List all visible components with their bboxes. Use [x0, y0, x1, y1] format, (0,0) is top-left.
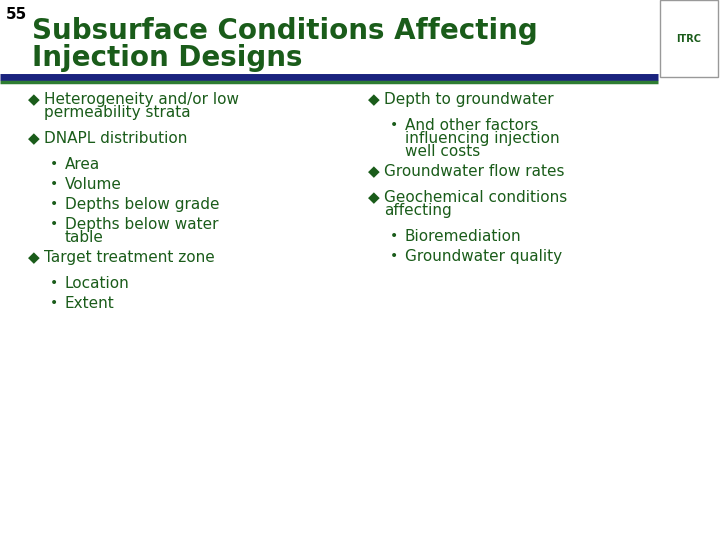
Text: DNAPL distribution: DNAPL distribution	[44, 131, 187, 146]
Text: Location: Location	[65, 276, 130, 291]
Text: •: •	[50, 197, 58, 211]
Text: 55: 55	[6, 7, 27, 22]
Text: Volume: Volume	[65, 177, 122, 192]
Text: ◆: ◆	[28, 250, 40, 265]
Text: Bioremediation: Bioremediation	[405, 229, 521, 244]
Text: Groundwater flow rates: Groundwater flow rates	[384, 164, 564, 179]
Text: And other factors: And other factors	[405, 118, 539, 133]
Text: Depth to groundwater: Depth to groundwater	[384, 92, 554, 107]
Text: •: •	[50, 296, 58, 310]
Text: permeability strata: permeability strata	[44, 105, 191, 120]
FancyBboxPatch shape	[660, 0, 718, 77]
Text: influencing injection: influencing injection	[405, 131, 559, 146]
Text: ◆: ◆	[368, 190, 379, 205]
Text: Subsurface Conditions Affecting: Subsurface Conditions Affecting	[32, 17, 538, 45]
Text: Area: Area	[65, 157, 100, 172]
Text: Extent: Extent	[65, 296, 114, 311]
Text: Depths below water: Depths below water	[65, 217, 218, 232]
Text: •: •	[390, 229, 398, 243]
Text: Target treatment zone: Target treatment zone	[44, 250, 215, 265]
Text: ◆: ◆	[28, 92, 40, 107]
Text: ◆: ◆	[368, 92, 379, 107]
Text: •: •	[390, 118, 398, 132]
Text: Heterogeneity and/or low: Heterogeneity and/or low	[44, 92, 239, 107]
Text: table: table	[65, 230, 104, 245]
Text: ITRC: ITRC	[677, 34, 701, 44]
Text: affecting: affecting	[384, 203, 451, 218]
Text: Depths below grade: Depths below grade	[65, 197, 220, 212]
Text: •: •	[50, 177, 58, 191]
Text: •: •	[390, 249, 398, 263]
Text: •: •	[50, 217, 58, 231]
Text: Injection Designs: Injection Designs	[32, 44, 302, 72]
Text: Groundwater quality: Groundwater quality	[405, 249, 562, 264]
Text: •: •	[50, 276, 58, 290]
Text: Geochemical conditions: Geochemical conditions	[384, 190, 567, 205]
Text: ◆: ◆	[368, 164, 379, 179]
Text: •: •	[50, 157, 58, 171]
Text: well costs: well costs	[405, 144, 480, 159]
Text: ◆: ◆	[28, 131, 40, 146]
